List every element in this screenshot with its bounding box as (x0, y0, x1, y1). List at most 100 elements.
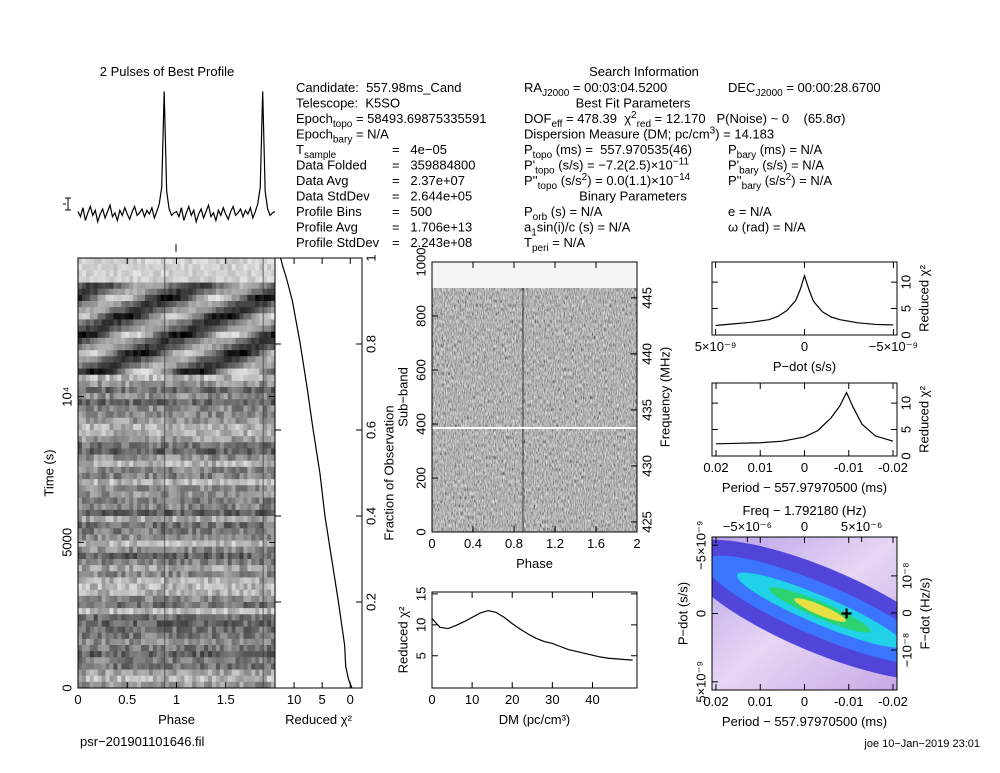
texture-cell (81, 552, 87, 560)
texture-cell (105, 559, 110, 566)
texture-cell (81, 497, 87, 505)
texture-cell (267, 614, 272, 621)
texture-cell (184, 638, 189, 646)
texture-cell (192, 387, 197, 394)
texture-cell (113, 417, 118, 425)
texture-cell (137, 448, 142, 455)
y-tick-label: 0.4 (363, 507, 378, 525)
texture-cell (89, 491, 95, 498)
texture-cell (227, 657, 233, 664)
texture-cell (271, 632, 276, 640)
texture-cell (133, 614, 138, 621)
texture-cell (184, 356, 189, 363)
texture-cell (176, 577, 181, 584)
texture-cell (259, 528, 264, 535)
texture-cell (168, 387, 173, 394)
texture-cell (200, 632, 205, 640)
x-tick-label: 1.6 (587, 536, 605, 551)
texture-cell (137, 626, 142, 634)
texture-cell (93, 657, 99, 664)
texture-cell (81, 356, 87, 363)
texture-cell (271, 497, 276, 505)
y2-axis-label: Frequency (MHz) (657, 347, 672, 447)
texture-cell (196, 362, 201, 369)
texture-cell (89, 301, 95, 308)
texture-cell (208, 571, 213, 578)
texture-cell (81, 534, 87, 541)
texture-cell (148, 387, 154, 394)
texture-cell (176, 516, 181, 523)
texture-cell (156, 301, 162, 308)
texture-cell (129, 466, 134, 474)
texture-cell (208, 282, 213, 290)
text-run: 2 (631, 110, 637, 121)
texture-cell (78, 368, 83, 376)
texture-cell (101, 552, 106, 560)
texture-cell (251, 331, 256, 339)
texture-cell (208, 350, 213, 357)
texture-cell (184, 436, 189, 443)
texture-cell (148, 258, 154, 265)
texture-cell (101, 645, 106, 652)
texture-cell (243, 565, 248, 572)
texture-cell (219, 503, 225, 511)
texture-cell (263, 632, 268, 640)
texture-cell (231, 405, 236, 412)
texture-cell (156, 331, 162, 339)
texture-cell (184, 282, 189, 290)
texture-cell (109, 331, 114, 339)
texture-cell (168, 589, 173, 597)
texture-cell (78, 294, 83, 302)
texture-cell (89, 294, 95, 302)
texture-cell (243, 595, 248, 603)
texture-cell (164, 675, 170, 683)
texture-cell (109, 497, 114, 505)
texture-cell (219, 479, 225, 486)
texture-cell (129, 344, 134, 351)
texture-cell (247, 632, 252, 640)
texture-cell (89, 313, 95, 320)
texture-cell (81, 393, 87, 400)
texture-cell (243, 313, 248, 320)
texture-cell (211, 583, 217, 591)
texture-cell (196, 344, 201, 351)
texture-cell (109, 270, 114, 277)
texture-cell (196, 399, 201, 406)
texture-cell (129, 448, 134, 455)
texture-cell (231, 595, 236, 603)
y-tick-label: 10 (413, 618, 428, 632)
texture-cell (200, 258, 205, 265)
texture-cell (219, 577, 225, 584)
texture-cell (121, 571, 126, 578)
texture-cell (208, 337, 213, 345)
texture-cell (267, 387, 272, 394)
texture-cell (263, 540, 268, 548)
texture-cell (259, 522, 264, 529)
texture-cell (247, 565, 252, 572)
texture-cell (200, 602, 205, 609)
texture-cell (81, 675, 87, 683)
texture-cell (208, 522, 213, 529)
text-run: (s/s) = −7.2(2.5)×10 (555, 158, 673, 173)
texture-cell (85, 356, 91, 363)
texture-cell (204, 657, 209, 664)
texture-cell (89, 448, 95, 455)
texture-cell (141, 669, 146, 677)
texture-cell (81, 405, 87, 412)
texture-cell (204, 571, 209, 578)
texture-cell (172, 258, 177, 265)
texture-cell (105, 485, 110, 492)
texture-cell (113, 368, 118, 376)
texture-cell (192, 479, 197, 486)
texture-cell (109, 411, 114, 419)
x2-axis-label: Freq − 1.792180 (Hz) (743, 503, 867, 518)
texture-cell (144, 528, 150, 535)
texture-cell (156, 651, 162, 658)
texture-cell (243, 282, 248, 290)
text-run: ) = 14.183 (715, 127, 774, 142)
texture-cell (235, 620, 240, 627)
texture-cell (180, 638, 185, 646)
texture-cell (148, 399, 154, 406)
texture-cell (223, 559, 229, 566)
texture-cell (105, 356, 110, 363)
